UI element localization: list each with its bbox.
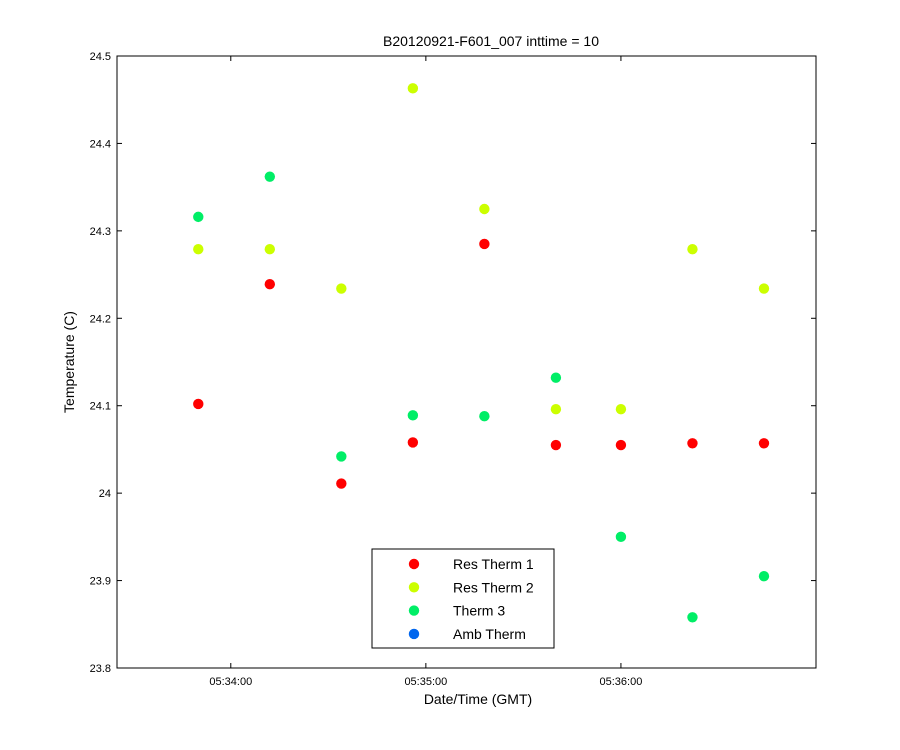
- legend-label-res-therm-2: Res Therm 2: [453, 579, 534, 595]
- legend-label-amb-therm: Amb Therm: [453, 626, 526, 642]
- x-axis: 05:34:00 05:35:00 05:36:00: [209, 56, 642, 688]
- point-res-therm-2: [615, 404, 627, 415]
- x-tick-label: 05:36:00: [600, 676, 643, 688]
- legend-label-therm-3: Therm 3: [453, 603, 505, 619]
- point-therm-3: [193, 211, 204, 223]
- point-res-therm-1: [758, 438, 770, 449]
- y-tick-label: 24.3: [90, 226, 111, 238]
- point-res-therm-2: [264, 244, 276, 255]
- point-therm-3: [264, 171, 276, 182]
- legend-marker-therm-3: [408, 605, 420, 616]
- point-therm-3: [336, 451, 347, 462]
- point-therm-3: [687, 612, 698, 623]
- legend-label-res-therm-1: Res Therm 1: [453, 556, 534, 572]
- point-res-therm-2: [336, 283, 347, 294]
- point-res-therm-1: [264, 278, 276, 290]
- point-res-therm-2: [193, 244, 204, 255]
- legend-marker-amb-therm: [408, 628, 420, 640]
- legend: Res Therm 1 Res Therm 2 Therm 3 Amb Therm: [371, 548, 555, 649]
- point-therm-3: [479, 411, 490, 422]
- legend-marker-res-therm-2: [408, 582, 420, 593]
- point-therm-3: [758, 571, 770, 582]
- data-points: [193, 83, 770, 623]
- y-tick-label: 23.9: [90, 576, 111, 588]
- point-res-therm-2: [687, 244, 698, 255]
- point-res-therm-1: [193, 398, 204, 410]
- point-res-therm-2: [550, 404, 562, 415]
- legend-marker-res-therm-1: [408, 558, 420, 570]
- y-tick-label: 24.2: [90, 313, 111, 325]
- y-tick-label: 24.4: [90, 138, 111, 150]
- point-res-therm-2: [479, 203, 490, 215]
- point-therm-3: [407, 410, 419, 421]
- point-res-therm-1: [550, 439, 562, 451]
- point-therm-3: [615, 531, 627, 543]
- y-axis-label: Temperature (C): [61, 311, 77, 413]
- chart-title: B20120921-F601_007 inttime = 10: [383, 33, 599, 49]
- point-res-therm-1: [336, 478, 347, 489]
- x-axis-label: Date/Time (GMT): [424, 691, 532, 707]
- y-axis: 23.8 23.9 24 24.1 24.2 24.3 24.4 24.5: [90, 51, 816, 675]
- x-tick-label: 05:34:00: [209, 676, 252, 688]
- y-tick-label: 24.5: [90, 51, 111, 63]
- y-tick-label: 24.1: [90, 401, 111, 413]
- point-res-therm-1: [479, 238, 490, 250]
- point-res-therm-1: [687, 438, 698, 449]
- point-res-therm-1: [407, 437, 419, 448]
- y-tick-label: 23.8: [90, 663, 111, 675]
- legend-box: [371, 548, 555, 649]
- point-res-therm-1: [615, 439, 627, 451]
- point-therm-3: [550, 372, 562, 383]
- point-res-therm-2: [407, 83, 419, 94]
- y-tick-label: 24: [99, 488, 111, 500]
- x-tick-label: 05:35:00: [404, 676, 447, 688]
- point-res-therm-2: [758, 283, 770, 294]
